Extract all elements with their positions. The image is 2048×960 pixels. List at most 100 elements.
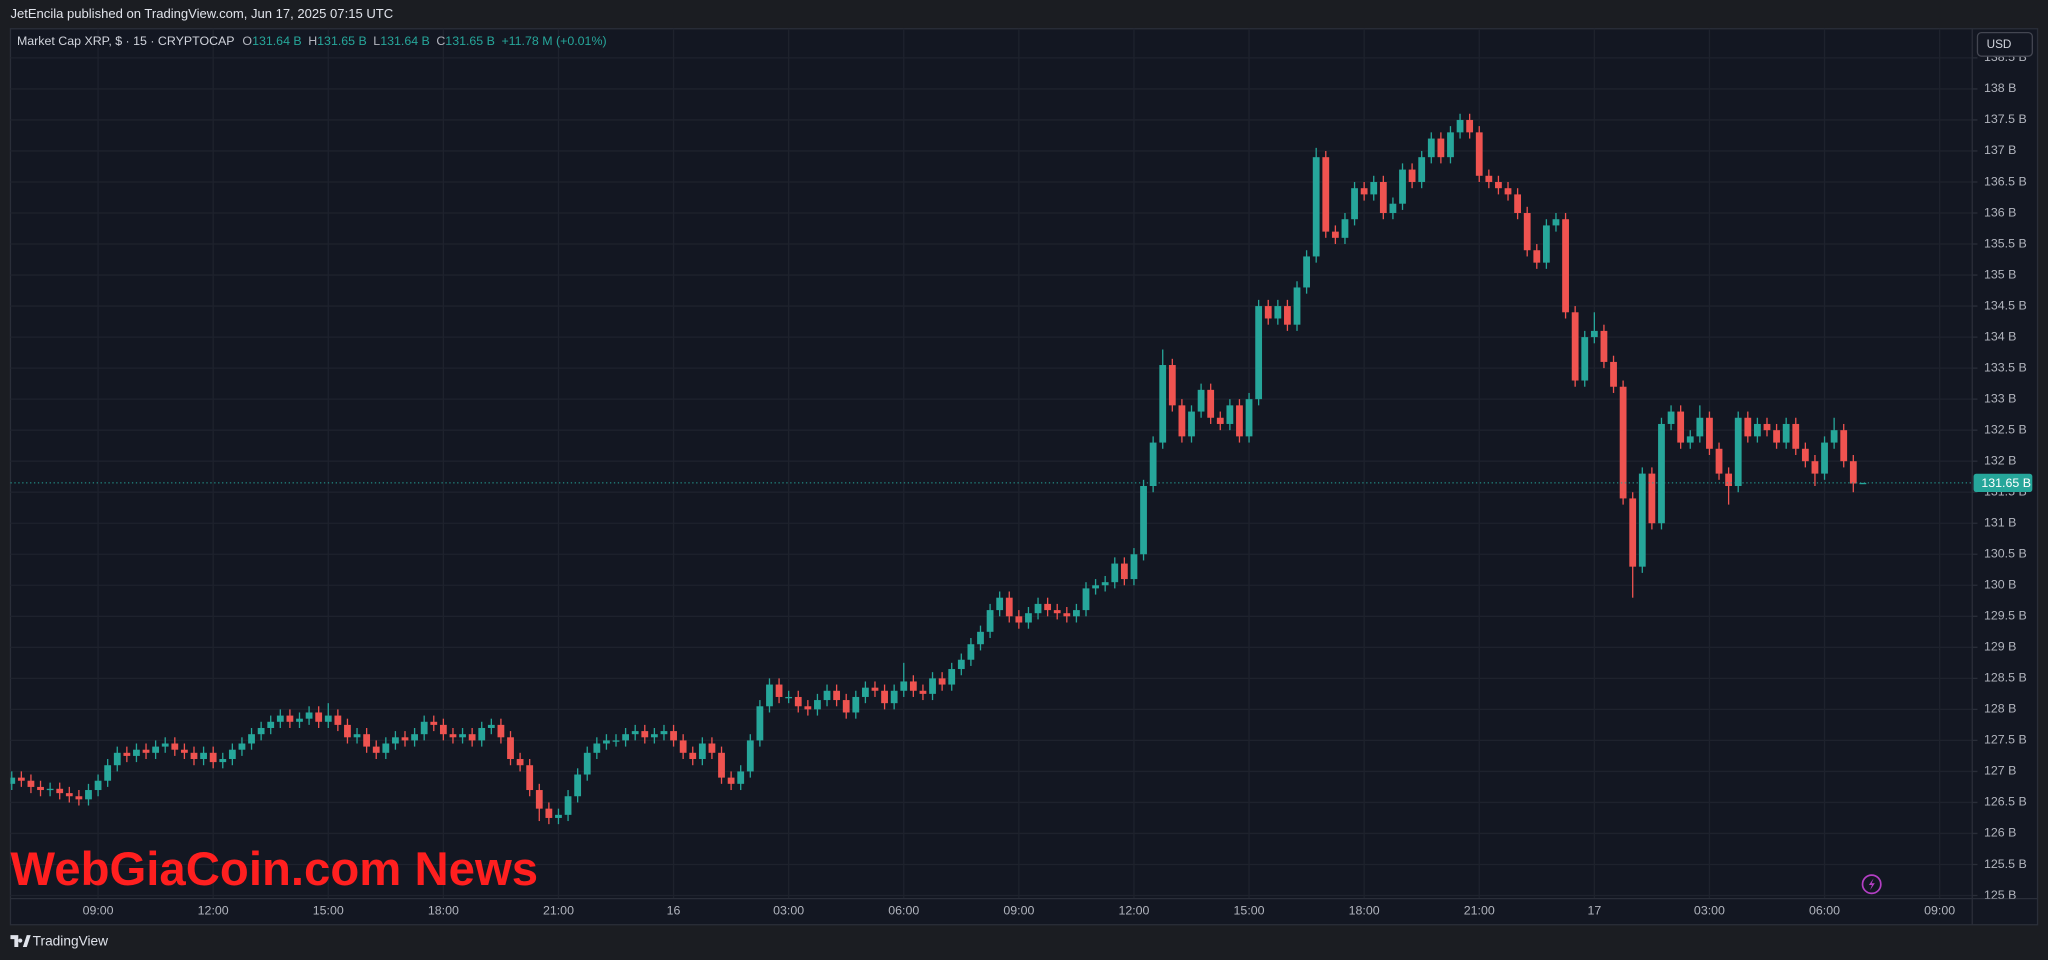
candle-body <box>900 681 908 691</box>
candle-body <box>1571 312 1579 381</box>
candle-body <box>1245 399 1253 437</box>
symbol: Market Cap XRP, $ · 15 · CRYPTOCAP <box>17 34 235 48</box>
candle-body <box>1255 306 1263 400</box>
brand[interactable]: TradingView <box>33 933 109 948</box>
candle-body <box>1725 473 1733 487</box>
candle-body <box>967 644 975 660</box>
last-price-label: 131.65 B <box>1981 476 2031 490</box>
candle-body <box>1859 482 1867 485</box>
candle-body <box>842 700 850 713</box>
x-tick-label: 21:00 <box>543 903 574 917</box>
y-tick-label: 138 B <box>1984 81 2016 95</box>
candle-body <box>785 696 793 699</box>
currency-label[interactable]: USD <box>1987 38 2012 51</box>
y-tick-label: 125.5 B <box>1984 857 2027 871</box>
x-tick-label: 03:00 <box>1694 903 1725 917</box>
candle-body <box>1562 219 1569 313</box>
candle-body <box>1590 330 1598 338</box>
y-tick-label: 126.5 B <box>1984 795 2027 809</box>
candle-body <box>948 669 956 685</box>
candle-body <box>1322 157 1330 232</box>
candle-body <box>1092 585 1099 589</box>
candle-body <box>1044 603 1052 611</box>
candle-body <box>1063 613 1071 617</box>
candle-body <box>382 743 390 753</box>
candle-body <box>1351 188 1358 220</box>
candle-body <box>200 752 207 760</box>
candle-body <box>603 740 610 744</box>
candle-body <box>1638 473 1646 567</box>
y-tick-label: 127.5 B <box>1984 733 2027 747</box>
candle-body <box>1475 132 1483 176</box>
x-tick-label: 12:00 <box>1118 903 1149 917</box>
candle-body <box>660 731 668 735</box>
x-tick-label: 12:00 <box>198 903 229 917</box>
y-tick-label: 131 B <box>1984 516 2016 530</box>
candle-body <box>871 687 879 691</box>
candle-body <box>459 734 466 738</box>
footer-logo[interactable]: TradingView <box>10 933 108 948</box>
candle-body <box>1379 181 1387 214</box>
candle-body <box>986 610 994 632</box>
y-tick-label: 132.5 B <box>1984 422 2027 436</box>
candle-body <box>622 734 630 741</box>
icon-bolt[interactable] <box>1868 878 1875 891</box>
candle-body <box>468 734 476 741</box>
candle-body <box>516 759 524 766</box>
y-tick-label: 134 B <box>1984 329 2016 343</box>
candle-body <box>1303 256 1310 288</box>
candle-body <box>1053 610 1061 614</box>
candle-body <box>123 752 131 756</box>
candle-body <box>957 659 965 670</box>
candle-body <box>814 700 821 710</box>
candle-body <box>1120 563 1128 580</box>
candle-body <box>890 690 898 704</box>
candle-body <box>142 749 150 753</box>
candle-body <box>190 752 198 760</box>
candle-body <box>612 740 620 742</box>
candle-body <box>296 718 303 722</box>
candle-body <box>1341 219 1349 238</box>
lightning-icon[interactable] <box>1861 874 1882 895</box>
candle-body <box>1418 157 1426 182</box>
candle-body <box>238 743 246 750</box>
candle-body <box>1005 597 1013 617</box>
legend-key: L <box>373 34 380 48</box>
candle-body <box>228 749 236 760</box>
candle-body <box>938 678 946 685</box>
x-tick-label: 09:00 <box>1003 903 1034 917</box>
candle-body <box>929 678 936 694</box>
legend-key: H <box>308 34 317 48</box>
candle-body <box>1140 486 1147 555</box>
candle-body <box>1696 417 1704 437</box>
candle-body <box>353 734 361 738</box>
candle-body <box>727 777 735 784</box>
candle-body <box>1744 417 1752 437</box>
candle-body <box>46 788 54 791</box>
x-tick-label: 15:00 <box>1234 903 1265 917</box>
candle-body <box>1581 337 1589 381</box>
candle-body <box>775 684 783 697</box>
candle-body <box>1773 430 1780 443</box>
candle-body <box>1284 306 1291 325</box>
candle-body <box>1370 181 1378 195</box>
logo-mark[interactable] <box>10 935 31 947</box>
candle-body <box>977 631 984 645</box>
candle-body <box>1447 132 1454 158</box>
candle-body <box>507 737 514 760</box>
candle-body <box>1101 582 1109 586</box>
candle-body <box>161 743 169 747</box>
candle-body <box>257 727 265 735</box>
currency-button[interactable] <box>1976 32 2033 57</box>
candle-body <box>1600 330 1608 362</box>
candle-body <box>1466 119 1474 133</box>
y-tick-label: 135 B <box>1984 267 2016 281</box>
candle-body <box>401 737 409 741</box>
x-tick-label: 21:00 <box>1464 903 1495 917</box>
candle-body <box>718 752 725 778</box>
icon-circle[interactable] <box>1861 874 1882 895</box>
y-tick-label: 136 B <box>1984 205 2016 219</box>
candle-body <box>1274 306 1282 319</box>
candle-body <box>766 684 773 707</box>
candle-body <box>1715 448 1723 474</box>
